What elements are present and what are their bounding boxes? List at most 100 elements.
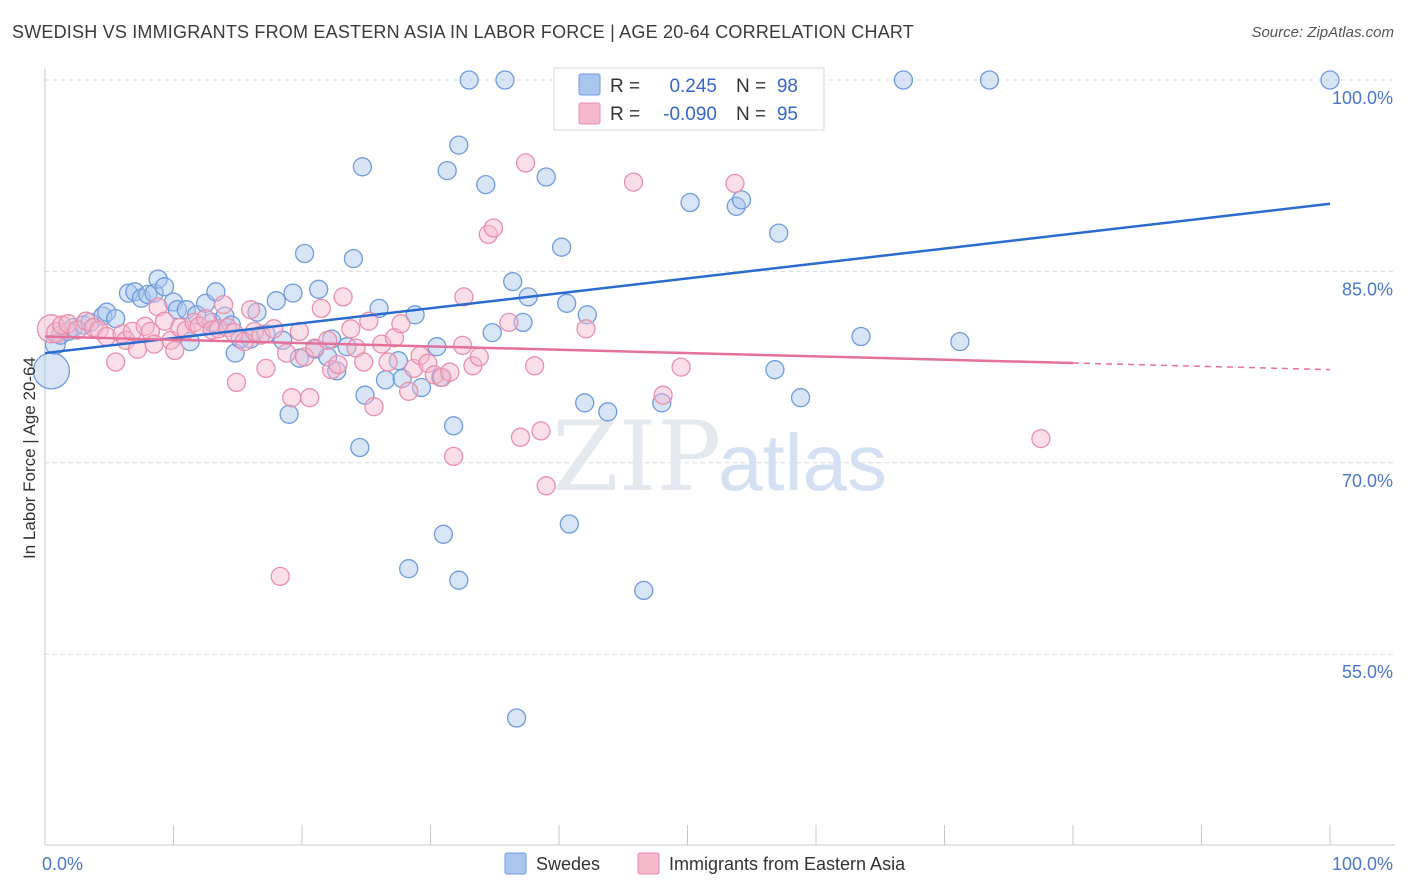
legend-swatch-blue — [578, 73, 601, 96]
point-swedes — [154, 277, 175, 297]
point-eastern-asia — [424, 365, 445, 385]
bottom-legend-label-swedes: Swedes — [536, 854, 600, 874]
point-eastern-asia — [318, 330, 338, 350]
point-eastern-asia — [341, 319, 361, 339]
legend-r-value-1: 0.245 — [669, 76, 717, 97]
y-tick-label: 100.0% — [1332, 88, 1393, 108]
point-swedes — [433, 524, 454, 544]
point-swedes — [536, 167, 556, 187]
point-eastern-asia — [282, 388, 302, 408]
point-swedes — [950, 331, 970, 352]
x-tick-labels: 0.0% 100.0% — [42, 854, 1393, 874]
point-eastern-asia — [454, 287, 474, 307]
series-eastern-asia-points — [36, 153, 1051, 587]
source-label: Source: ZipAtlas.com — [1251, 24, 1394, 41]
point-swedes — [279, 404, 299, 424]
point-swedes — [283, 283, 303, 303]
point-swedes — [513, 312, 533, 333]
point-eastern-asia — [354, 352, 374, 372]
point-swedes — [476, 174, 496, 195]
point-eastern-asia — [536, 476, 556, 496]
point-swedes — [352, 157, 373, 177]
legend-r-label-2: R = — [610, 104, 640, 125]
point-swedes — [399, 559, 419, 579]
point-swedes — [680, 192, 700, 213]
x-tick-label-min: 0.0% — [42, 854, 83, 874]
trend-lines — [44, 202, 1331, 371]
point-swedes — [495, 70, 515, 90]
point-swedes — [575, 393, 595, 413]
correlation-legend: R = 0.245 N = 98 R = -0.090 N = 95 — [553, 67, 825, 131]
point-eastern-asia — [1031, 428, 1051, 449]
point-swedes — [979, 70, 1000, 90]
legend-n-value-1: 98 — [777, 76, 798, 97]
legend-swatch-pink — [578, 102, 601, 125]
point-eastern-asia — [226, 372, 247, 393]
legend-n-label-2: N = — [736, 104, 766, 125]
point-swedes — [769, 223, 789, 243]
point-eastern-asia — [264, 319, 284, 339]
chart-title: SWEDISH VS IMMIGRANTS FROM EASTERN ASIA … — [12, 22, 914, 42]
point-swedes — [350, 437, 370, 458]
point-swedes — [148, 269, 168, 289]
point-swedes — [503, 271, 523, 292]
point-eastern-asia — [144, 334, 164, 354]
point-swedes — [559, 514, 579, 534]
point-swedes — [449, 570, 469, 590]
point-eastern-asia — [311, 298, 331, 319]
point-swedes — [790, 388, 811, 408]
legend-n-label-1: N = — [736, 76, 766, 97]
point-eastern-asia — [333, 287, 353, 307]
y-tick-label: 55.0% — [1342, 662, 1393, 682]
axes — [44, 68, 1395, 846]
point-swedes — [634, 580, 654, 601]
point-swedes — [577, 305, 597, 325]
point-swedes — [411, 377, 432, 398]
watermark-atlas: atlas — [718, 418, 887, 507]
y-tick-label: 85.0% — [1342, 279, 1393, 299]
point-swedes — [459, 70, 479, 90]
x-tick-label-max: 100.0% — [1332, 854, 1393, 874]
point-eastern-asia — [524, 356, 545, 376]
point-swedes — [388, 351, 409, 371]
y-axis-label: In Labor Force | Age 20-64 — [20, 357, 39, 559]
point-swedes — [551, 237, 572, 257]
point-eastern-asia — [399, 381, 419, 401]
point-eastern-asia — [469, 347, 489, 367]
point-eastern-asia — [213, 294, 234, 315]
point-swedes — [294, 243, 315, 264]
point-swedes — [1320, 70, 1340, 90]
y-tick-labels: 55.0% 70.0% 85.0% 100.0% — [1332, 88, 1393, 682]
trendline-eastern-asia-extension — [1072, 362, 1331, 371]
grid-lines — [45, 79, 1395, 655]
point-eastern-asia — [364, 397, 384, 417]
point-swedes — [437, 160, 457, 181]
point-eastern-asia — [515, 153, 536, 173]
point-swedes — [557, 293, 577, 313]
point-swedes — [893, 70, 914, 90]
point-eastern-asia — [148, 297, 168, 317]
point-swedes — [449, 135, 469, 155]
point-swedes — [506, 708, 527, 728]
y-tick-label: 70.0% — [1342, 471, 1393, 491]
series-legend: Swedes Immigrants from Eastern Asia — [504, 852, 906, 875]
point-swedes — [652, 393, 672, 413]
point-eastern-asia — [443, 446, 464, 467]
legend-r-value-2: -0.090 — [663, 104, 717, 125]
point-eastern-asia — [165, 340, 185, 361]
point-swedes — [266, 291, 286, 311]
point-eastern-asia — [653, 385, 673, 405]
point-swedes — [138, 284, 158, 305]
point-eastern-asia — [671, 357, 691, 377]
point-swedes — [598, 402, 618, 422]
point-eastern-asia — [576, 319, 596, 339]
bottom-legend-label-eastern-asia: Immigrants from Eastern Asia — [669, 854, 906, 874]
watermark: ZIP atlas — [552, 401, 887, 513]
bottom-legend-swatch-eastern-asia — [637, 852, 660, 875]
point-swedes — [726, 196, 746, 216]
point-eastern-asia — [418, 353, 438, 373]
point-eastern-asia — [499, 312, 519, 333]
point-eastern-asia — [240, 300, 261, 320]
point-swedes — [765, 360, 785, 380]
